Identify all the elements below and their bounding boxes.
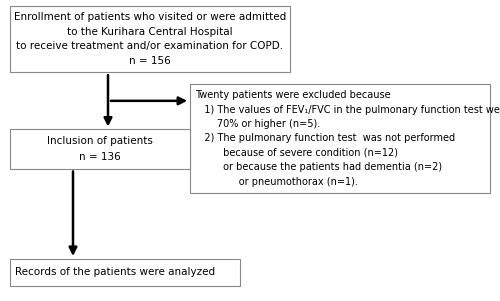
Text: Enrollment of patients who visited or were admitted: Enrollment of patients who visited or we… <box>14 12 286 22</box>
Text: Inclusion of patients: Inclusion of patients <box>47 136 153 146</box>
Bar <box>10 259 240 286</box>
Text: n = 156: n = 156 <box>129 56 171 66</box>
Text: n = 136: n = 136 <box>79 152 121 162</box>
Text: 1) The values of FEV₁/FVC in the pulmonary function test were: 1) The values of FEV₁/FVC in the pulmona… <box>195 104 500 115</box>
Bar <box>190 84 490 193</box>
Text: 2) The pulmonary function test  was not performed: 2) The pulmonary function test was not p… <box>195 133 455 144</box>
Text: or because the patients had dementia (n=2): or because the patients had dementia (n=… <box>195 162 442 172</box>
Text: Records of the patients were analyzed: Records of the patients were analyzed <box>15 267 215 278</box>
Text: 70% or higher (n=5).: 70% or higher (n=5). <box>195 119 320 129</box>
Text: or pneumothorax (n=1).: or pneumothorax (n=1). <box>195 177 358 187</box>
Bar <box>10 129 190 169</box>
Text: to the Kurihara Central Hospital: to the Kurihara Central Hospital <box>67 27 233 37</box>
Text: because of severe condition (n=12): because of severe condition (n=12) <box>195 148 398 158</box>
Text: Twenty patients were excluded because: Twenty patients were excluded because <box>195 90 390 100</box>
Text: to receive treatment and/or examination for COPD.: to receive treatment and/or examination … <box>16 42 283 51</box>
Bar <box>10 6 290 72</box>
